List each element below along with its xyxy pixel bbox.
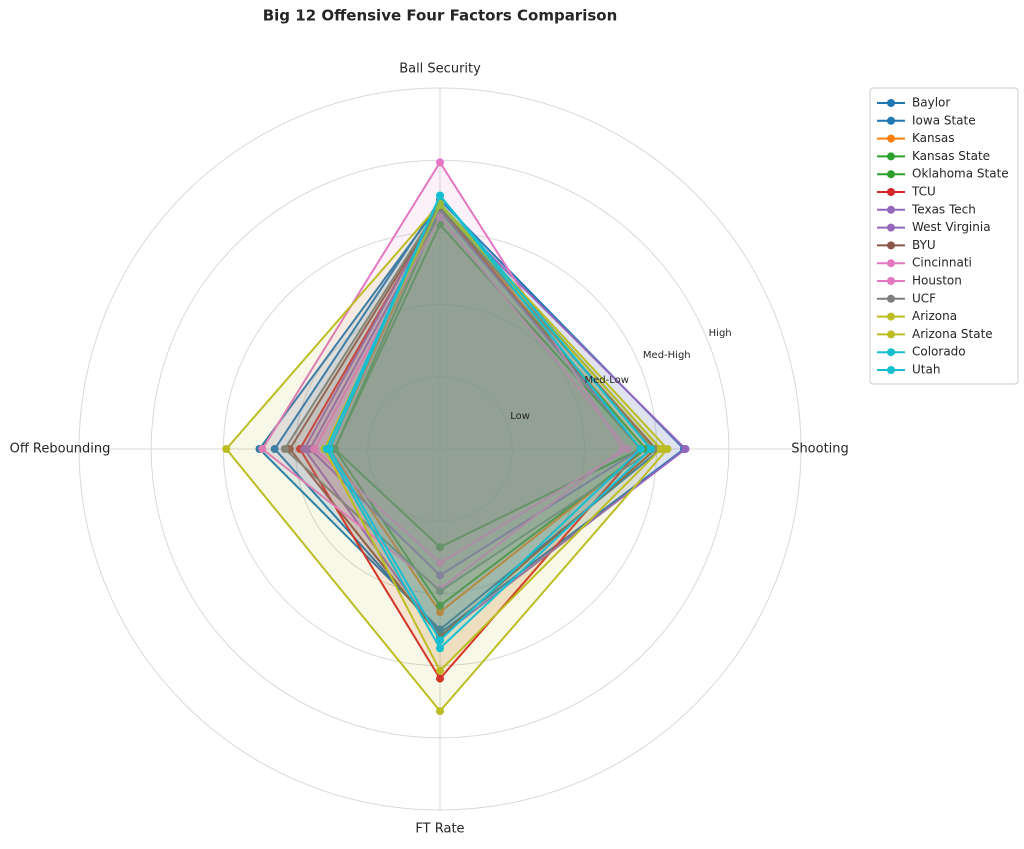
data-point [436, 636, 444, 645]
series [322, 191, 655, 653]
legend-marker [887, 312, 895, 321]
data-point [436, 608, 444, 617]
legend-label: BYU [912, 238, 936, 252]
legend-marker [887, 330, 895, 339]
data-point [222, 445, 231, 453]
legend-item: Kansas [877, 131, 954, 145]
data-point [310, 445, 319, 453]
data-point [436, 674, 444, 683]
legend-label: West Virginia [912, 220, 991, 234]
legend-item: Arizona State [877, 327, 993, 341]
r-tick-label: High [709, 328, 732, 339]
legend-box [869, 87, 1019, 385]
r-tick-label: Med-High [643, 350, 691, 361]
data-point [436, 191, 444, 200]
series-area [324, 205, 661, 671]
data-point [436, 707, 444, 716]
data-point [325, 445, 334, 453]
data-point [436, 200, 444, 209]
data-point [436, 158, 444, 167]
legend-label: TCU [911, 185, 936, 199]
legend-marker [887, 277, 895, 285]
legend-item: TCU [877, 185, 936, 199]
series-area [259, 203, 661, 630]
r-tick-label: Low [510, 411, 530, 422]
legend-item: Baylor [877, 96, 950, 110]
legend-label: Iowa State [912, 113, 976, 127]
legend-marker [887, 134, 895, 143]
legend-item: Texas Tech [877, 202, 976, 216]
series-area [326, 195, 651, 649]
legend-label: Arizona [912, 309, 957, 323]
legend-item: UCF [877, 291, 936, 305]
data-point [300, 445, 309, 453]
legend-label: Kansas [912, 131, 954, 145]
chart-title: Big 12 Offensive Four Factors Comparison [263, 7, 618, 25]
legend-label: Colorado [912, 345, 966, 359]
series-area [289, 207, 656, 637]
legend-item: Oklahoma State [877, 167, 1009, 181]
data-point [436, 571, 444, 580]
legend-marker [887, 366, 895, 374]
legend-item: Arizona [877, 309, 957, 323]
legend-item: Utah [877, 363, 940, 377]
series-area [304, 205, 686, 637]
data-point [663, 445, 672, 453]
legend-label: Cincinnati [912, 256, 972, 270]
legend-marker [887, 241, 895, 250]
series-area [334, 224, 641, 548]
series-area [329, 195, 641, 641]
data-point [681, 445, 690, 453]
legend-item: Houston [877, 274, 962, 288]
data-point [436, 587, 444, 596]
legend-item: Iowa State [877, 113, 976, 127]
data-point [646, 445, 655, 453]
legend-marker [887, 116, 895, 125]
legend-label: Texas Tech [911, 202, 976, 216]
data-point [436, 644, 444, 653]
legend-label: Oklahoma State [912, 167, 1009, 181]
legend-marker [887, 170, 895, 179]
data-point [436, 601, 444, 610]
series-area [284, 205, 654, 592]
data-point [436, 559, 444, 568]
legend-marker [887, 152, 895, 161]
series [325, 191, 645, 645]
legend-label: UCF [912, 291, 936, 305]
data-point [436, 213, 444, 222]
legend-marker [887, 99, 895, 107]
data-point [656, 445, 665, 453]
legend-item: West Virginia [877, 220, 991, 234]
legend-item: Colorado [877, 345, 966, 359]
legend-label: Utah [912, 363, 940, 377]
legend-label: Kansas State [912, 149, 990, 163]
legend-marker [887, 223, 895, 232]
data-point [270, 445, 279, 453]
series-area [314, 217, 628, 564]
legend-marker [887, 205, 895, 214]
legend-marker [887, 294, 895, 303]
data-point [623, 445, 632, 453]
data-point [436, 543, 444, 552]
axis-label: FT Rate [415, 822, 464, 837]
data-point [636, 445, 645, 453]
data-point [436, 666, 444, 675]
legend-marker [887, 188, 895, 196]
legend-item: Cincinnati [877, 256, 972, 270]
data-point [258, 445, 267, 453]
series [310, 213, 632, 568]
legend-item: Kansas State [877, 149, 990, 163]
legend-marker [887, 259, 895, 268]
axis-label: Shooting [791, 442, 849, 457]
legend-label: Houston [912, 274, 962, 288]
data-point [280, 445, 289, 453]
legend-item: BYU [877, 238, 936, 252]
legend-marker [887, 348, 895, 357]
axis-label: Ball Security [399, 62, 481, 77]
legend-label: Baylor [912, 96, 950, 110]
r-tick-label: Med-Low [585, 375, 629, 386]
legend-label: Arizona State [912, 327, 993, 341]
axis-label: Off Rebounding [10, 442, 111, 457]
